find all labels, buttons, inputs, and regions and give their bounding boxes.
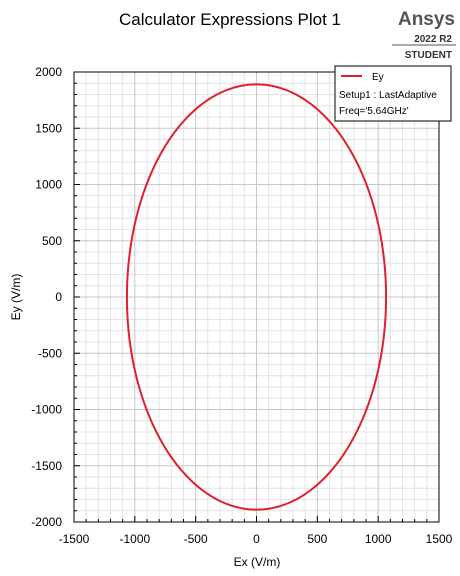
y-tick-label: 0 (55, 290, 62, 304)
legend-freq: Freq='5.64GHz' (339, 106, 409, 117)
x-tick-label: 0 (253, 532, 260, 546)
x-tick-label: 1500 (426, 532, 453, 546)
y-tick-label: -1500 (31, 459, 62, 473)
series-line-ey (125, 83, 388, 511)
x-tick-label: -500 (184, 532, 208, 546)
chart-title: Calculator Expressions Plot 1 (119, 10, 341, 29)
x-tick-label: -1000 (119, 532, 150, 546)
x-axis-label: Ex (V/m) (234, 555, 281, 569)
y-tick-label: -2000 (31, 515, 62, 529)
y-tick-label: 1500 (35, 121, 62, 135)
y-tick-label: 2000 (35, 65, 62, 79)
y-tick-label: -1000 (31, 403, 62, 417)
axis-ticks (73, 71, 440, 523)
x-tick-label: 500 (307, 532, 327, 546)
y-tick-label: 1000 (35, 178, 62, 192)
brand-version: 2022 R2 (414, 34, 452, 45)
y-tick-label: -500 (38, 346, 62, 360)
legend-setup: Setup1 : LastAdaptive (339, 90, 437, 101)
axis-tick-labels: -1500 -1000 -500 0 500 1000 1500 -2000 -1500 -100… (31, 65, 452, 546)
brand-logo: Ansys (398, 9, 455, 30)
x-tick-label: 1000 (365, 532, 392, 546)
brand-edition: STUDENT (405, 50, 452, 61)
legend-box: Ey Setup1 : LastAdaptive Freq='5.64GHz' (334, 65, 452, 122)
y-axis-label: Ey (V/m) (9, 274, 23, 321)
legend-series-label: Ey (372, 72, 384, 83)
x-tick-label: -1500 (59, 532, 90, 546)
y-tick-label: 500 (42, 234, 62, 248)
